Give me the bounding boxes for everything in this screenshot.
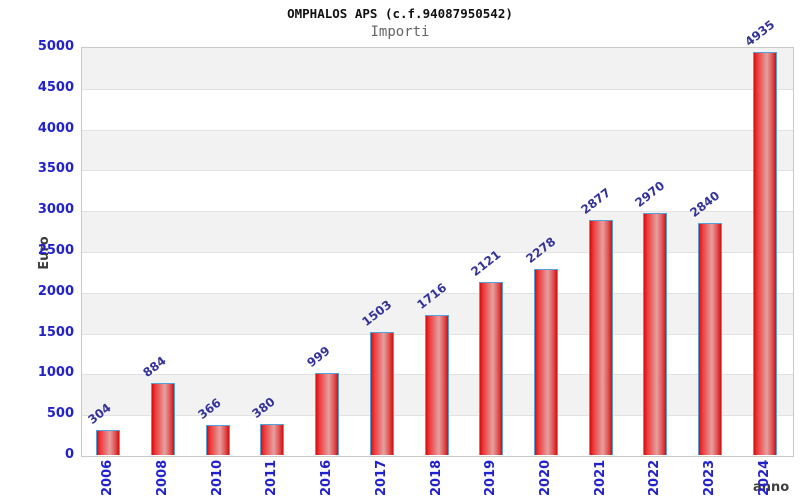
x-tick-label: 2024 <box>756 459 772 496</box>
x-tick-label: 2006 <box>100 459 116 496</box>
bar-2006 <box>96 430 121 455</box>
y-tick-label: 4000 <box>37 120 74 136</box>
x-tick-label: 2019 <box>483 459 499 496</box>
y-tick-label: 1500 <box>37 324 74 340</box>
bar-2021 <box>588 220 613 455</box>
bar-2024 <box>752 52 777 455</box>
x-tick-label: 2008 <box>155 459 171 496</box>
bar-2023 <box>697 223 722 455</box>
x-tick-label: 2010 <box>209 459 225 496</box>
bar-2008 <box>151 382 176 455</box>
y-tick-label: 2500 <box>37 243 74 258</box>
grid-band <box>82 129 793 171</box>
x-tick-label: 2017 <box>373 459 389 496</box>
bar-2016 <box>315 373 340 455</box>
bar-2018 <box>424 314 449 455</box>
grid-band <box>82 211 793 252</box>
grid-band <box>82 48 793 89</box>
bar-2022 <box>643 212 668 455</box>
x-tick-label: 2018 <box>428 459 444 496</box>
plot-area <box>81 47 794 457</box>
bar-2019 <box>479 281 504 455</box>
y-tick-label: 3500 <box>37 161 74 177</box>
grid-band <box>82 252 793 293</box>
x-tick-label: 2021 <box>592 459 608 496</box>
x-tick-label: 2020 <box>537 459 553 496</box>
x-tick-label: 2023 <box>701 459 717 496</box>
x-tick-label: 2022 <box>647 459 663 496</box>
bar-2020 <box>533 269 558 455</box>
y-tick-label: 1000 <box>37 365 74 381</box>
x-tick-label: 2016 <box>319 459 335 496</box>
y-tick-label: 3000 <box>37 202 74 218</box>
x-axis-title: anno <box>753 480 790 495</box>
grid-band <box>82 88 793 130</box>
chart-subtitle: Importi <box>370 24 430 40</box>
chart-title: OMPHALOS APS (c.f.94087950542) <box>287 6 513 21</box>
grid-band <box>82 170 793 212</box>
y-tick-label: 5000 <box>37 39 74 54</box>
bar-2010 <box>205 425 230 455</box>
y-tick-label: 500 <box>46 406 74 422</box>
bar-2011 <box>260 423 285 455</box>
bar-2017 <box>369 332 394 455</box>
y-tick-label: 0 <box>64 447 74 462</box>
y-tick-label: 2000 <box>37 283 74 299</box>
x-tick-label: 2011 <box>264 459 280 496</box>
y-tick-label: 4500 <box>37 79 74 95</box>
